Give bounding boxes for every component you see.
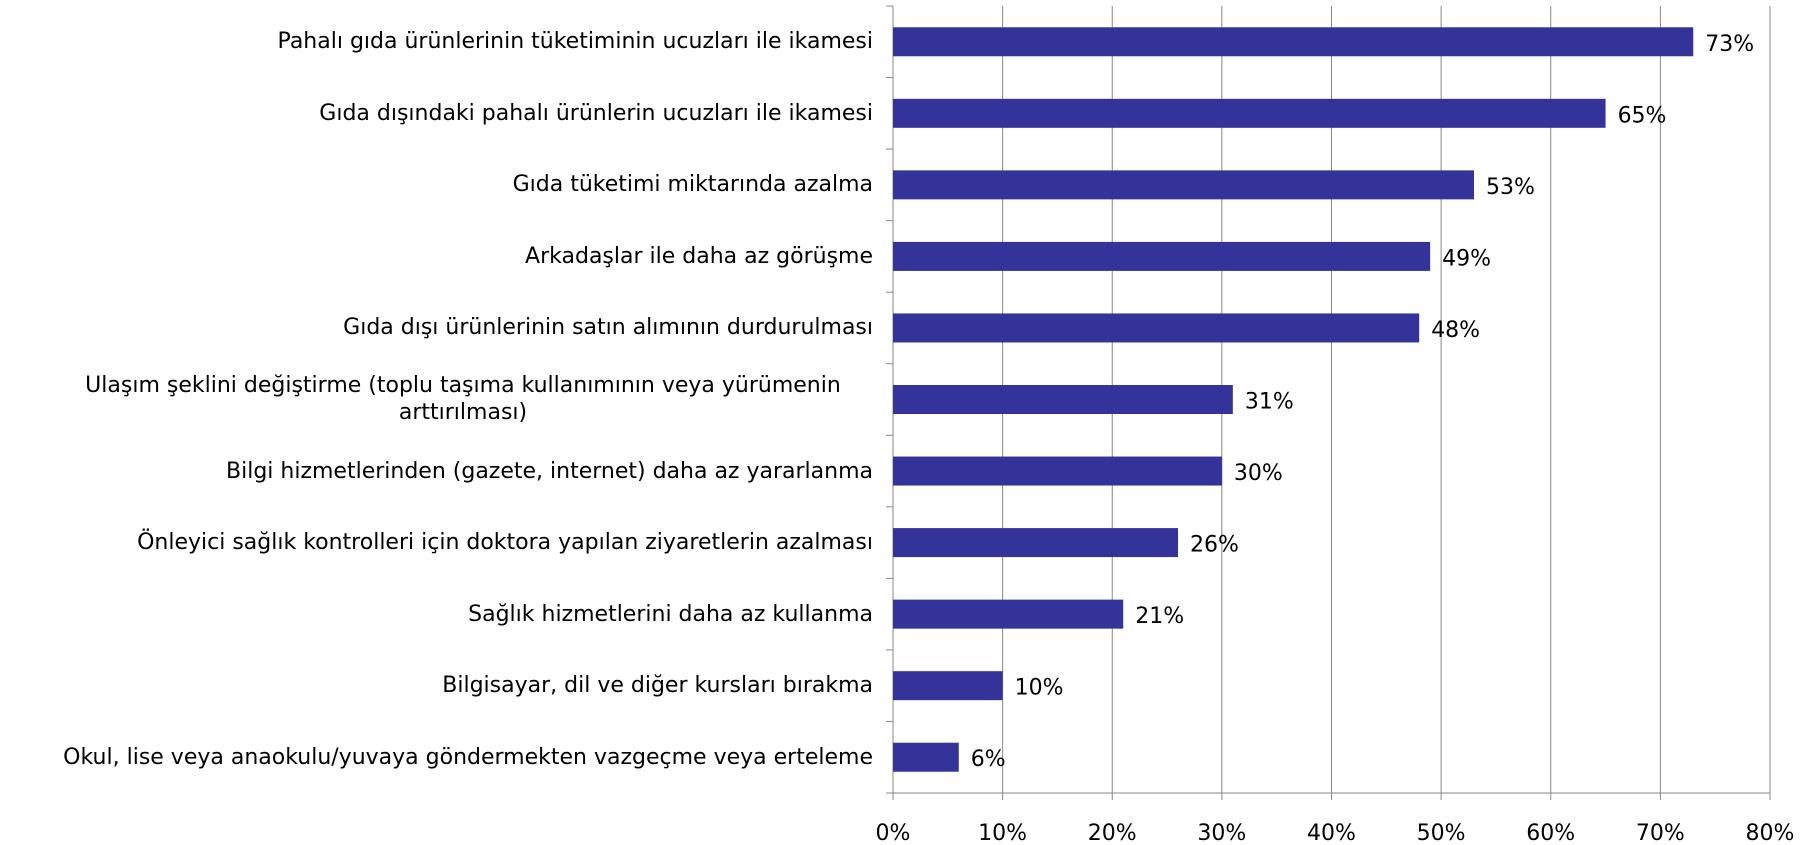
category-label-box: Sağlık hizmetlerini daha az kullanma <box>468 578 873 650</box>
data-label: 6% <box>971 747 1006 772</box>
bar <box>893 27 1694 57</box>
category-label: Arkadaşlar ile daha az görüşme <box>525 243 873 269</box>
category-label-box: Arkadaşlar ile daha az görüşme <box>525 221 873 293</box>
category-label: Gıda dışındaki pahalı ürünlerin ucuzları… <box>319 100 873 126</box>
data-label: 49% <box>1442 246 1491 271</box>
bar <box>893 528 1179 558</box>
category-label: Bilgisayar, dil ve diğer kursları bırakm… <box>442 673 873 699</box>
category-label-box: Pahalı gıda ürünlerinin tüketiminin ucuz… <box>278 6 873 78</box>
bar <box>893 671 1003 701</box>
x-tick-label: 0% <box>876 821 911 845</box>
data-label: 48% <box>1431 318 1480 343</box>
category-label-box: Okul, lise veya anaokulu/yuvaya gönderme… <box>63 721 873 793</box>
data-label: 53% <box>1486 175 1535 200</box>
x-tick-label: 70% <box>1636 821 1685 845</box>
category-label: Sağlık hizmetlerini daha az kullanma <box>468 601 873 627</box>
bar <box>893 456 1222 486</box>
category-label: Önleyici sağlık kontrolleri için doktora… <box>137 530 873 556</box>
x-tick-label: 10% <box>978 821 1027 845</box>
category-label: Bilgi hizmetlerinden (gazete, internet) … <box>226 458 873 484</box>
bar <box>893 170 1475 200</box>
category-label-box: Önleyici sağlık kontrolleri için doktora… <box>137 507 873 579</box>
category-label: Gıda tüketimi miktarında azalma <box>512 172 873 198</box>
data-label: 26% <box>1190 533 1239 558</box>
category-label-box: Gıda dışındaki pahalı ürünlerin ucuzları… <box>319 78 873 150</box>
data-label: 65% <box>1618 103 1667 128</box>
data-label: 21% <box>1135 604 1184 629</box>
data-label: 73% <box>1705 32 1754 57</box>
x-tick-label: 20% <box>1088 821 1137 845</box>
x-tick-label: 80% <box>1746 821 1795 845</box>
category-label: Okul, lise veya anaokulu/yuvaya gönderme… <box>63 744 873 770</box>
category-label: Pahalı gıda ürünlerinin tüketiminin ucuz… <box>277 29 873 55</box>
x-tick-label: 60% <box>1526 821 1575 845</box>
category-label-box: Bilgisayar, dil ve diğer kursları bırakm… <box>442 650 873 722</box>
bar <box>893 241 1431 271</box>
bar <box>893 742 959 772</box>
data-label: 10% <box>1015 676 1064 701</box>
category-label-box: Gıda dışı ürünlerinin satın alımının dur… <box>343 292 873 364</box>
category-label: Ulaşım şeklini değiştirme (toplu taşıma … <box>85 373 841 426</box>
data-label: 30% <box>1234 461 1283 486</box>
category-label-box: Gıda tüketimi miktarında azalma <box>513 149 873 221</box>
category-label-box: Bilgi hizmetlerinden (gazete, internet) … <box>226 435 873 507</box>
x-tick-label: 30% <box>1197 821 1246 845</box>
bar <box>893 313 1420 343</box>
category-label-box: Ulaşım şeklini değiştirme (toplu taşıma … <box>53 364 873 436</box>
bar <box>893 385 1233 414</box>
bar <box>893 98 1606 128</box>
x-tick-label: 40% <box>1307 821 1356 845</box>
x-tick-label: 50% <box>1417 821 1466 845</box>
category-label: Gıda dışı ürünlerinin satın alımının dur… <box>343 315 873 341</box>
bar <box>893 599 1124 629</box>
data-label: 31% <box>1245 390 1294 415</box>
